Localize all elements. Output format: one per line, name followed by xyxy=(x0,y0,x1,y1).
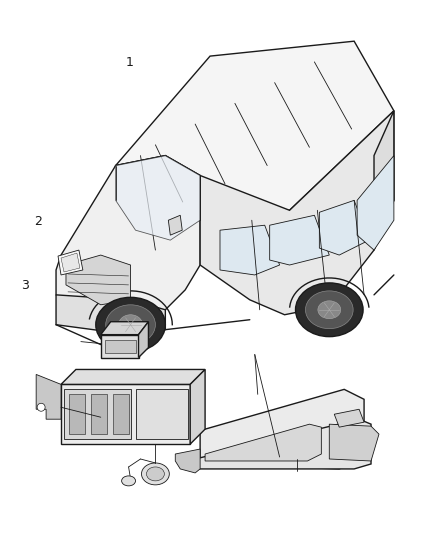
Text: 2: 2 xyxy=(35,215,42,228)
Ellipse shape xyxy=(106,305,155,345)
Polygon shape xyxy=(61,384,190,444)
Ellipse shape xyxy=(141,463,170,485)
Polygon shape xyxy=(36,375,61,419)
Polygon shape xyxy=(105,340,135,352)
Polygon shape xyxy=(168,215,182,235)
Ellipse shape xyxy=(146,467,164,481)
Polygon shape xyxy=(357,156,394,250)
Polygon shape xyxy=(175,449,200,473)
Bar xyxy=(91,394,107,434)
Ellipse shape xyxy=(37,403,45,411)
Polygon shape xyxy=(56,295,165,335)
Polygon shape xyxy=(56,156,200,330)
Polygon shape xyxy=(66,255,131,305)
Polygon shape xyxy=(220,225,279,275)
Polygon shape xyxy=(61,253,80,272)
Ellipse shape xyxy=(96,297,165,352)
Polygon shape xyxy=(61,369,205,384)
Ellipse shape xyxy=(122,476,135,486)
Polygon shape xyxy=(334,409,364,427)
Polygon shape xyxy=(319,200,369,255)
Text: 1: 1 xyxy=(126,56,134,69)
Polygon shape xyxy=(270,215,329,265)
Polygon shape xyxy=(101,322,148,335)
Polygon shape xyxy=(200,389,364,469)
Polygon shape xyxy=(91,156,200,255)
Ellipse shape xyxy=(318,301,341,319)
Polygon shape xyxy=(195,419,371,469)
Polygon shape xyxy=(329,424,379,461)
Polygon shape xyxy=(138,322,148,358)
Ellipse shape xyxy=(305,291,353,329)
Polygon shape xyxy=(64,389,131,439)
Text: 3: 3 xyxy=(21,279,29,292)
Polygon shape xyxy=(116,156,200,240)
Ellipse shape xyxy=(296,283,363,337)
Polygon shape xyxy=(58,250,83,275)
Bar xyxy=(113,394,129,434)
Polygon shape xyxy=(135,389,188,439)
Polygon shape xyxy=(374,111,394,250)
Polygon shape xyxy=(101,335,138,358)
Polygon shape xyxy=(190,369,205,444)
Polygon shape xyxy=(116,41,394,220)
Polygon shape xyxy=(205,424,321,461)
Bar xyxy=(69,394,85,434)
Ellipse shape xyxy=(119,315,142,335)
Polygon shape xyxy=(200,111,394,315)
